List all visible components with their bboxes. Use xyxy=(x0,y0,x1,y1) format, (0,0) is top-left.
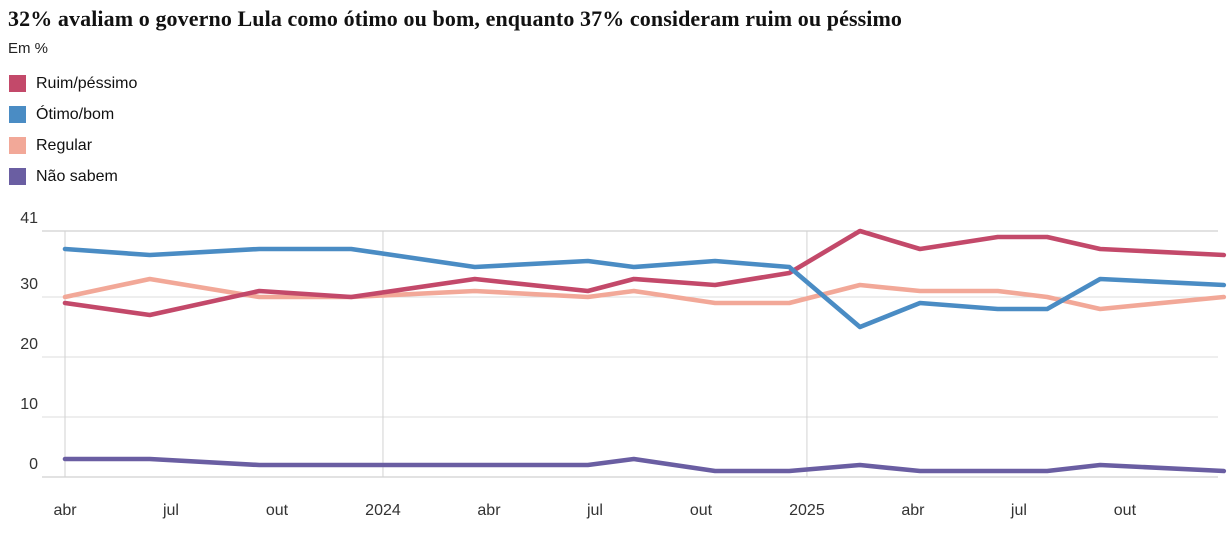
legend-label: Não sabem xyxy=(36,167,118,185)
legend-label: Ótimo/bom xyxy=(36,105,115,123)
legend-label: Ruim/péssimo xyxy=(36,74,138,92)
x-tick-label: out xyxy=(690,502,713,519)
x-tick-label: abr xyxy=(53,502,77,519)
legend-swatch-regular xyxy=(9,137,26,154)
legend-label: Regular xyxy=(36,136,93,154)
x-tick-label: out xyxy=(266,502,289,519)
series-line-regular xyxy=(62,276,1227,312)
x-tick-label: jul xyxy=(586,502,603,519)
x-tick-label: abr xyxy=(477,502,501,519)
series-line-ruim-p-ssimo xyxy=(62,228,1227,318)
y-tick-label: 30 xyxy=(20,276,38,293)
x-tick-label: 2024 xyxy=(365,502,401,519)
y-tick-label: 20 xyxy=(20,336,38,353)
series-line-n-o-sabem xyxy=(62,456,1227,474)
chart-title: 32% avaliam o governo Lula como ótimo ou… xyxy=(8,6,903,31)
legend-swatch-otimo-bom xyxy=(9,106,26,123)
y-tick-label: 10 xyxy=(20,396,38,413)
legend-item-regular: Regular xyxy=(9,130,137,161)
legend-item-ruim-pessimo: Ruim/péssimo xyxy=(9,68,137,99)
chart-subtitle: Em % xyxy=(8,40,49,57)
y-tick-label: 0 xyxy=(29,456,38,473)
legend-swatch-nao-sabem xyxy=(9,168,26,185)
y-tick-label: 41 xyxy=(20,210,38,227)
legend-swatch-ruim-pessimo xyxy=(9,75,26,92)
x-tick-label: jul xyxy=(162,502,179,519)
x-tick-label: 2025 xyxy=(789,502,825,519)
legend-item-otimo-bom: Ótimo/bom xyxy=(9,99,137,130)
x-tick-label: abr xyxy=(901,502,925,519)
chart-legend: Ruim/péssimo Ótimo/bom Regular Não sabem xyxy=(9,68,137,192)
x-tick-label: jul xyxy=(1010,502,1027,519)
legend-item-nao-sabem: Não sabem xyxy=(9,161,137,192)
series-line--timo-bom xyxy=(62,246,1227,330)
x-tick-label: out xyxy=(1114,502,1137,519)
